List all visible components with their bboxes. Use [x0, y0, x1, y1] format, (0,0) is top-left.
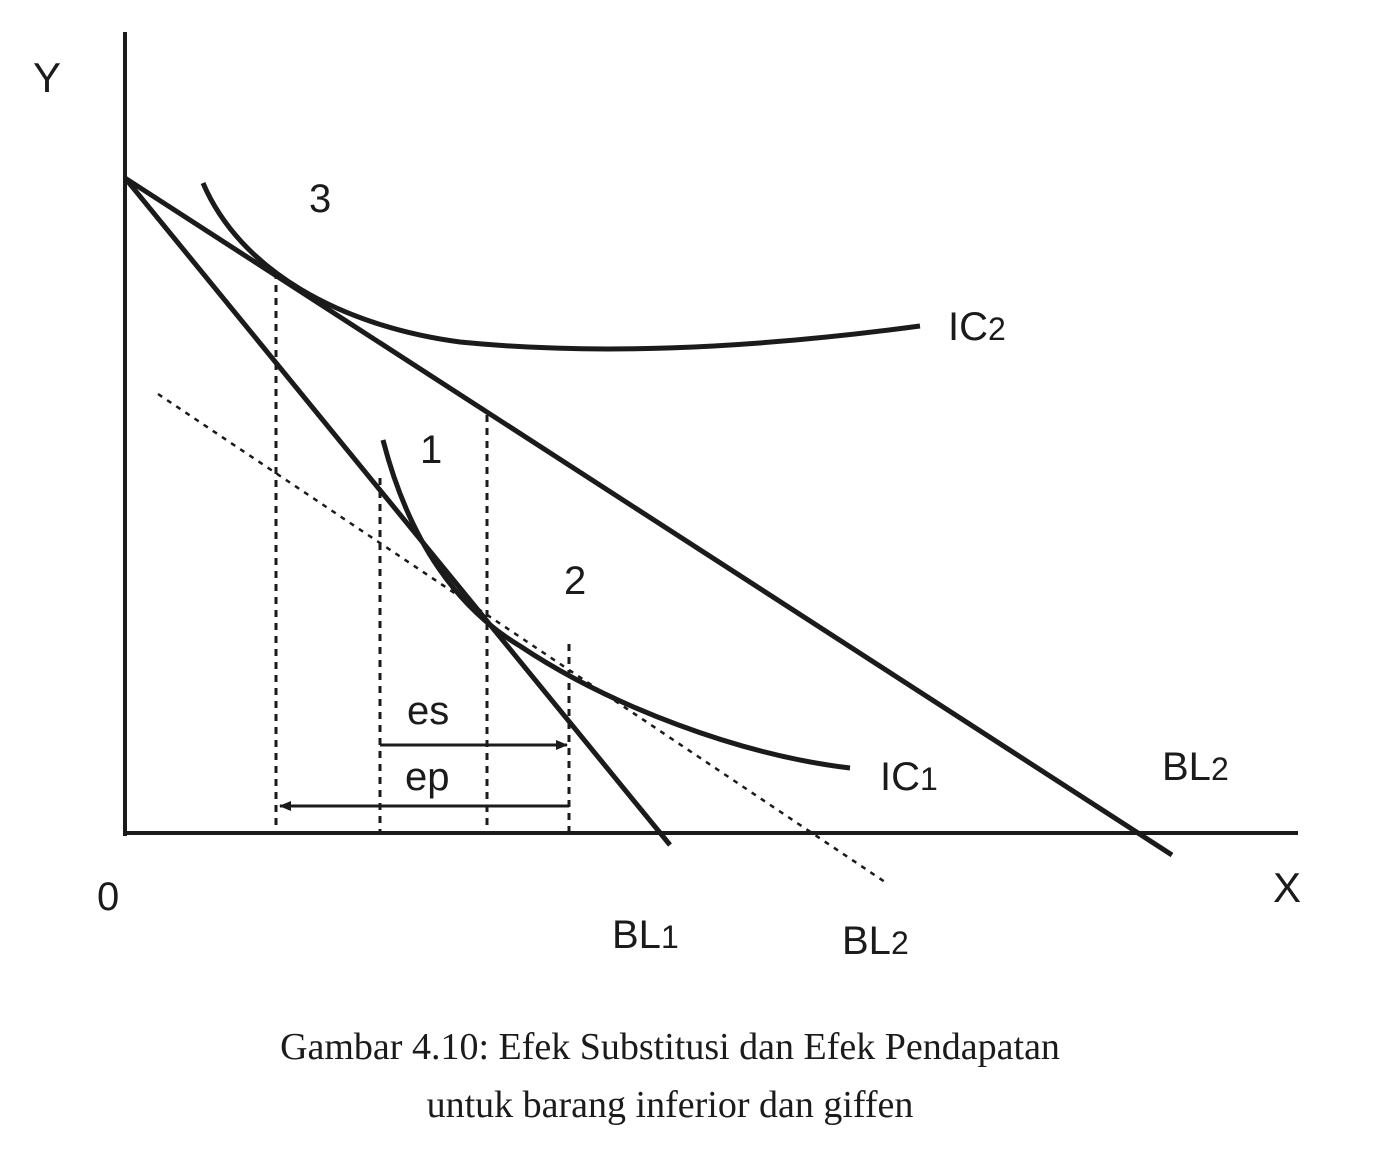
substitution-effect-label: es — [407, 689, 449, 733]
point-3-label: 3 — [309, 177, 331, 221]
point-2-label: 2 — [564, 559, 586, 603]
indifference-curve-ic1 — [380, 439, 851, 771]
ic2-label: IC2 — [948, 305, 1006, 349]
price-effect-label: ep — [405, 755, 450, 799]
compensated-budget-line-dotted — [157, 392, 886, 884]
caption-line-2: untuk barang inferior dan giffen — [426, 1084, 914, 1126]
origin-label: 0 — [97, 875, 119, 919]
x-axis-label: X — [1273, 864, 1301, 911]
budget-line-bl1 — [123, 176, 672, 847]
ic1-label: IC1 — [880, 755, 938, 799]
bl2-right-label: BL2 — [1162, 745, 1229, 789]
bl1-label: BL1 — [612, 913, 679, 957]
caption-line-1: Gambar 4.10: Efek Substitusi dan Efek Pe… — [280, 1026, 1060, 1068]
point-1-label: 1 — [420, 428, 442, 472]
indifference-curve-ic2 — [200, 182, 921, 352]
bl2-bottom-label: BL2 — [842, 919, 909, 963]
y-axis-label: Y — [33, 54, 61, 101]
figure-caption: Gambar 4.10: Efek Substitusi dan Efek Pe… — [0, 1018, 1340, 1134]
